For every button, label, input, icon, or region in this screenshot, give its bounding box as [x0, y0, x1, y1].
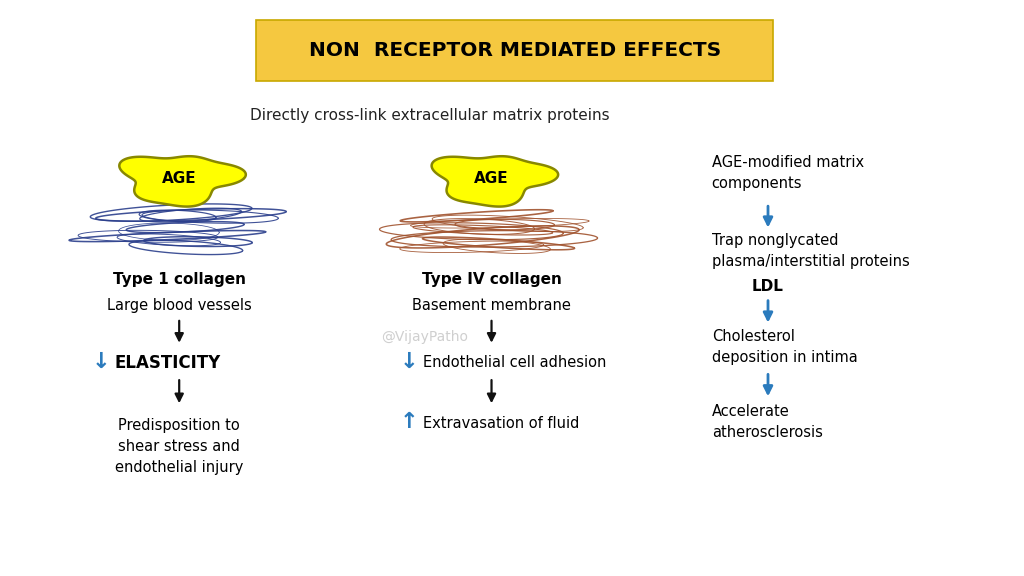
Text: Basement membrane: Basement membrane: [412, 298, 571, 313]
Text: Predisposition to
shear stress and
endothelial injury: Predisposition to shear stress and endot…: [115, 418, 244, 475]
Text: AGE: AGE: [474, 171, 509, 186]
Polygon shape: [432, 156, 558, 207]
Text: ↑: ↑: [399, 412, 418, 431]
Text: Directly cross-link extracellular matrix proteins: Directly cross-link extracellular matrix…: [250, 108, 610, 123]
Text: Trap nonglycated
plasma/interstitial proteins: Trap nonglycated plasma/interstitial pro…: [712, 233, 909, 268]
Text: Cholesterol
deposition in intima: Cholesterol deposition in intima: [712, 329, 857, 365]
Text: NON  RECEPTOR MEDIATED EFFECTS: NON RECEPTOR MEDIATED EFFECTS: [309, 41, 721, 59]
Text: AGE-modified matrix
components: AGE-modified matrix components: [712, 155, 864, 191]
Text: ↓: ↓: [92, 352, 111, 372]
Text: Type 1 collagen: Type 1 collagen: [113, 272, 246, 287]
Text: Type IV collagen: Type IV collagen: [422, 272, 561, 287]
Text: Endothelial cell adhesion: Endothelial cell adhesion: [423, 355, 606, 370]
Text: ↓: ↓: [399, 352, 418, 372]
Text: Accelerate
atherosclerosis: Accelerate atherosclerosis: [712, 404, 822, 440]
Text: ELASTICITY: ELASTICITY: [115, 354, 221, 372]
FancyBboxPatch shape: [256, 20, 773, 81]
Text: AGE: AGE: [162, 171, 197, 186]
Text: Extravasation of fluid: Extravasation of fluid: [423, 416, 580, 431]
Text: Large blood vessels: Large blood vessels: [106, 298, 252, 313]
Text: @VijayPatho: @VijayPatho: [382, 330, 468, 344]
Text: LDL: LDL: [752, 279, 784, 294]
Polygon shape: [120, 156, 246, 207]
